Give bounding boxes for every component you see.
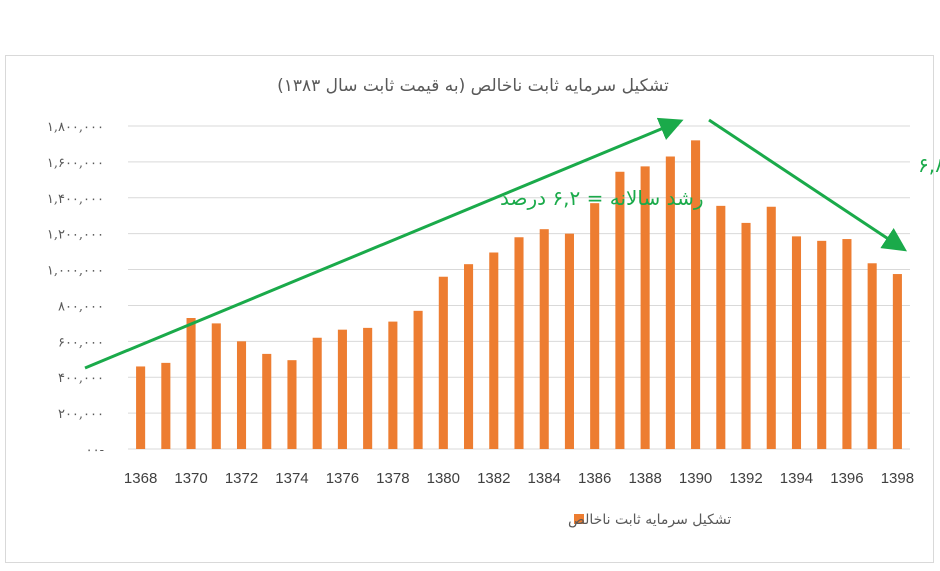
bar [766, 206, 776, 449]
chart-frame [5, 55, 934, 563]
bar [464, 264, 474, 449]
x-tick-label: 1378 [376, 470, 409, 487]
bar [312, 337, 322, 449]
x-tick-label: 1372 [225, 470, 258, 487]
bar [287, 360, 297, 449]
bar [388, 321, 398, 449]
y-tick-label: ۱,۴۰۰,۰۰۰ [47, 192, 104, 207]
bar [791, 236, 802, 449]
y-tick-label: ۱,۶۰۰,۰۰۰ [47, 156, 104, 171]
bar [413, 310, 423, 449]
y-tick-label: ۸۰۰,۰۰۰ [58, 299, 104, 314]
x-tick-label: 1388 [628, 470, 661, 487]
bar [514, 237, 524, 449]
x-tick-label: 1374 [275, 470, 308, 487]
x-tick-label: 1394 [780, 470, 813, 487]
x-axis-ticks: 1368 1370 1372 1374 1376 1378 1380 1382 1384 1386… [124, 470, 914, 487]
bar [363, 327, 373, 449]
y-tick-label: ۶۰۰,۰۰۰ [58, 335, 104, 350]
bar [337, 329, 347, 449]
legend-label: تشکیل سرمایه ثابت ناخالص [568, 512, 731, 528]
bar [136, 366, 146, 449]
x-tick-label: 1398 [881, 470, 914, 487]
bar [665, 156, 675, 449]
annotation-left: رشد سالانه = ۶,۲ درصد [500, 186, 704, 210]
bar [161, 362, 171, 449]
bar [590, 203, 600, 449]
bar [842, 239, 852, 449]
x-tick-label: 1370 [174, 470, 207, 487]
bar [211, 323, 221, 449]
bar [741, 222, 751, 449]
chart-title: تشکیل سرمایه ثابت ناخالص (به قیمت ثابت س… [277, 76, 669, 96]
bar [489, 252, 499, 449]
y-tick-label: ۴۰۰,۰۰۰ [58, 371, 104, 386]
bar [817, 240, 827, 449]
growth-arrow-down [708, 118, 908, 252]
y-axis-ticks: ۰۰- ۲۰۰,۰۰۰ ۴۰۰,۰۰۰ ۶۰۰,۰۰۰ ۸۰۰,۰۰۰ ۱,۰۰۰,۰۰۰… [47, 120, 104, 458]
x-tick-label: 1392 [729, 470, 762, 487]
legend-swatch [574, 514, 584, 524]
bars [136, 140, 902, 449]
bar [640, 166, 650, 449]
x-tick-label: 1380 [427, 470, 460, 487]
x-tick-label: 1396 [830, 470, 863, 487]
bar [262, 353, 272, 449]
legend: تشکیل سرمایه ثابت ناخالص [568, 512, 731, 528]
x-tick-label: 1384 [528, 470, 561, 487]
bar [186, 318, 196, 449]
bar [615, 171, 625, 449]
x-tick-label: 1390 [679, 470, 712, 487]
y-tick-label: ۱,۰۰۰,۰۰۰ [47, 264, 104, 279]
bar [539, 229, 549, 449]
bar [564, 233, 574, 449]
y-tick-label: ۲۰۰,۰۰۰ [58, 407, 104, 422]
x-tick-label: 1368 [124, 470, 157, 487]
growth-arrow-up [84, 117, 684, 370]
y-tick-label: ۱,۲۰۰,۰۰۰ [47, 228, 104, 243]
x-tick-label: 1382 [477, 470, 510, 487]
annotation-right: رشد سالانه = منفی ۶,۸ [918, 153, 940, 177]
y-tick-label: ۱,۸۰۰,۰۰۰ [47, 120, 104, 135]
bar [892, 274, 902, 449]
x-tick-label: 1386 [578, 470, 611, 487]
bar [867, 263, 877, 449]
bar [716, 205, 726, 449]
bar [236, 341, 247, 449]
y-tick-label: ۰۰- [86, 443, 104, 458]
x-tick-label: 1376 [326, 470, 359, 487]
gridlines [128, 125, 910, 450]
bar [438, 276, 448, 449]
bar [691, 140, 701, 449]
